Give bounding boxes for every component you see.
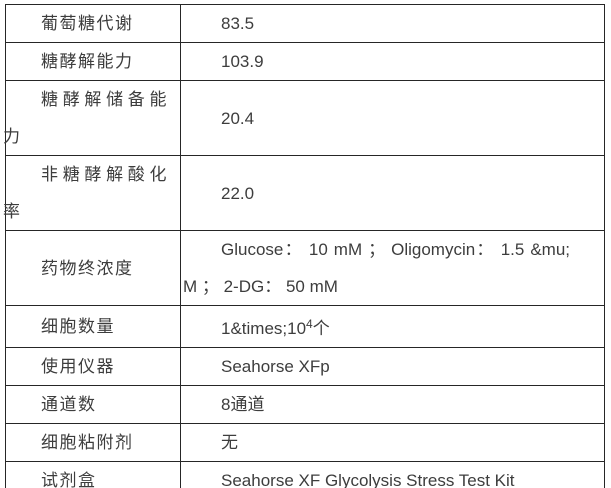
table-row: 糖酵解能力 103.9 (5, 42, 605, 81)
value-cell: 8通道 (180, 385, 605, 424)
parameter-value: Glucose： 10 mM ； Oligomycin： 1.5 &mu;​M … (183, 240, 570, 296)
parameter-value: 20.4 (221, 108, 255, 128)
table-row: 糖酵解储备能力 20.4 (3, 80, 605, 156)
value-cell: Seahorse XF Glycolysis Stress Test Kit (180, 461, 605, 488)
parameter-cell: 通道数 (5, 385, 181, 424)
table-row: 葡萄糖代谢 83.5 (5, 4, 605, 43)
value-cell: 83.5 (180, 4, 605, 43)
parameter-cell: 细胞粘附剂 (5, 423, 181, 462)
parameter-cell: 糖酵解储备能力 (3, 80, 181, 156)
parameter-cell: 葡萄糖代谢 (5, 4, 181, 43)
parameter-label: 细胞粘附剂 (41, 433, 134, 452)
parameter-value: 无 (221, 433, 238, 452)
value-cell: 103.9 (180, 42, 605, 81)
value-cell: Glucose： 10 mM ； Oligomycin： 1.5 &mu;​M … (180, 230, 605, 306)
parameter-cell: 使用仪器 (5, 347, 181, 386)
parameter-label: 通道数 (41, 395, 97, 414)
parameters-table-body: 葡萄糖代谢 83.5 糖酵解能力 103.9 糖酵解储备能力 20.4 非糖酵解酸化率 22.… (3, 4, 605, 488)
parameter-cell: 试剂盒 (5, 461, 181, 488)
table-row: 试剂盒 Seahorse XF Glycolysis Stress Test Ki… (5, 461, 605, 488)
table-row: 药物终浓度 Glucose： 10 mM ； Oligomycin： 1.5 &m… (5, 230, 605, 306)
table-row: 使用仪器 Seahorse XFp (5, 347, 605, 386)
parameter-value: 22.0 (221, 183, 255, 203)
parameter-cell: 药物终浓度 (5, 230, 181, 306)
value-cell: 20.4 (180, 80, 605, 156)
parameters-table: 葡萄糖代谢 83.5 糖酵解能力 103.9 糖酵解储备能力 20.4 非糖酵解酸化率 22.… (3, 4, 605, 488)
value-text: 1&times;10 (221, 319, 307, 338)
parameter-value: Seahorse XF Glycolysis Stress Test Kit (221, 471, 515, 488)
parameter-label: 使用仪器 (41, 357, 115, 376)
parameter-value: 83.5 (221, 14, 255, 33)
table-row: 通道数 8通道 (5, 385, 605, 424)
parameter-value: 103.9 (221, 52, 264, 71)
parameter-label: 细胞数量 (41, 317, 115, 336)
parameter-value: Seahorse XFp (221, 357, 330, 376)
table-row: 非糖酵解酸化率 22.0 (3, 155, 605, 231)
parameter-cell: 细胞数量 (5, 305, 181, 348)
parameter-label: 葡萄糖代谢 (41, 14, 134, 33)
table-row: 细胞粘附剂 无 (5, 423, 605, 462)
table-row: 细胞数量 1&times;104个 (5, 305, 605, 348)
parameter-label: 试剂盒 (41, 471, 97, 488)
value-cell: 1&times;104个 (180, 305, 605, 348)
superscript-exponent: 4 (306, 317, 313, 331)
parameter-value: 1&times;104个 (183, 306, 570, 347)
parameter-value: 8通道 (221, 395, 265, 414)
parameter-cell: 非糖酵解酸化率 (3, 155, 181, 231)
parameter-label: 糖酵解储备能力 (3, 90, 168, 146)
value-cell: 22.0 (180, 155, 605, 231)
value-text: 个 (312, 319, 330, 338)
parameter-label: 药物终浓度 (41, 258, 134, 278)
parameter-cell: 糖酵解能力 (5, 42, 181, 81)
value-cell: 无 (180, 423, 605, 462)
parameter-label: 非糖酵解酸化率 (3, 165, 168, 221)
parameter-label: 糖酵解能力 (41, 52, 134, 71)
value-cell: Seahorse XFp (180, 347, 605, 386)
